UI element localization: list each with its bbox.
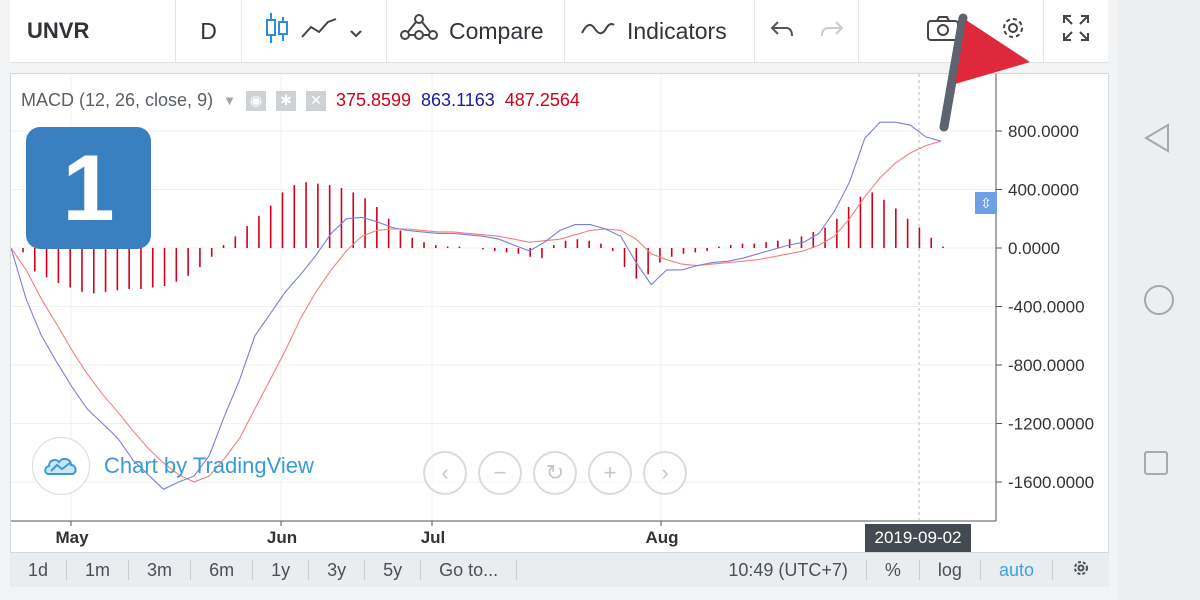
scroll-left-button[interactable]: ‹ — [423, 451, 467, 495]
tradingview-link[interactable]: Chart by TradingView — [104, 453, 314, 478]
y-tick-label: 800.0000 — [1008, 122, 1079, 141]
histogram-value: 375.8599 — [335, 90, 412, 110]
indicators-icon — [581, 18, 615, 45]
percent-toggle[interactable]: % — [867, 560, 920, 580]
range-3m[interactable]: 3m — [129, 560, 192, 580]
interval-button[interactable]: D — [176, 0, 242, 62]
bottom-settings-icon[interactable] — [1053, 558, 1109, 582]
android-nav-bar — [1118, 0, 1200, 600]
indicators-button[interactable]: Indicators — [565, 0, 755, 62]
bottom-toolbar: 1d 1m 3m 6m 1y 3y 5y Go to... 10:49 (UTC… — [10, 553, 1109, 587]
flag-marker-icon — [930, 12, 1040, 142]
range-1y[interactable]: 1y — [253, 560, 310, 580]
chart-type-group — [242, 0, 387, 62]
zoom-in-button[interactable]: + — [588, 451, 632, 495]
toolbar-spacer — [859, 0, 904, 62]
compare-button[interactable]: Compare — [387, 0, 565, 62]
top-toolbar: UNVR D Compare Indicators — [10, 0, 1108, 63]
range-5y[interactable]: 5y — [365, 560, 422, 580]
signal-line — [11, 140, 942, 483]
macd-plot[interactable]: 800.0000 400.0000 0.0000 -400.0000 -800.0000… — [11, 74, 1108, 552]
gear-icon — [998, 13, 1028, 49]
range-1m[interactable]: 1m — [67, 560, 130, 580]
indicator-settings-icon[interactable]: ✱ — [275, 90, 296, 111]
legend-caret-icon[interactable]: ▼ — [223, 93, 236, 108]
app-window: UNVR D Compare Indicators — [10, 0, 1109, 587]
back-triangle-icon[interactable] — [1142, 122, 1174, 159]
symbol-button[interactable]: UNVR — [10, 0, 176, 62]
tradingview-watermark[interactable]: Chart by TradingView — [32, 437, 314, 495]
redo-icon[interactable] — [820, 18, 844, 45]
y-tick-label: -1200.0000 — [1008, 415, 1094, 434]
indicator-name[interactable]: MACD (12, 26, close, 9) — [21, 90, 214, 110]
macd-value: 863.1163 — [421, 90, 495, 110]
signal-value: 487.2564 — [504, 90, 580, 110]
x-tick-label: Jul — [421, 528, 446, 547]
home-circle-icon[interactable] — [1142, 283, 1176, 322]
scroll-right-button[interactable]: › — [643, 451, 687, 495]
candlestick-icon[interactable] — [265, 11, 289, 51]
visibility-eye-icon[interactable]: ◉ — [245, 90, 266, 111]
undo-icon[interactable] — [770, 18, 794, 45]
auto-toggle[interactable]: auto — [981, 560, 1053, 580]
range-3y[interactable]: 3y — [309, 560, 366, 580]
compare-icon — [399, 13, 439, 49]
x-tick-label: May — [55, 528, 89, 547]
indicators-label: Indicators — [627, 17, 727, 44]
crosshair-date-label: 2019-09-02 — [865, 524, 971, 552]
log-toggle[interactable]: log — [920, 560, 981, 580]
range-1d[interactable]: 1d — [10, 560, 68, 580]
line-chart-icon[interactable] — [301, 17, 337, 45]
step-number-badge: 1 — [26, 127, 151, 249]
y-tick-label: -1600.0000 — [1008, 473, 1094, 492]
recents-square-icon[interactable] — [1142, 449, 1170, 482]
y-tick-label: -400.0000 — [1008, 298, 1085, 317]
compare-label: Compare — [449, 17, 544, 44]
remove-indicator-icon[interactable]: ✕ — [305, 90, 326, 111]
y-tick-label: 0.0000 — [1008, 239, 1060, 258]
chevron-down-icon[interactable] — [349, 18, 363, 45]
x-tick-label: Aug — [645, 528, 678, 547]
fullscreen-button[interactable] — [1044, 0, 1108, 62]
undo-redo-group — [755, 0, 859, 62]
chart-pane[interactable]: 800.0000 400.0000 0.0000 -400.0000 -800.0000… — [10, 73, 1109, 553]
x-tick-label: Jun — [267, 528, 297, 547]
macd-line — [11, 121, 942, 490]
pane-collapse-icon[interactable]: ⇳ — [975, 192, 997, 214]
y-tick-label: 400.0000 — [1008, 181, 1079, 200]
tradingview-cloud-icon — [32, 437, 90, 495]
reset-chart-button[interactable]: ↻ — [533, 451, 577, 495]
zoom-out-button[interactable]: − — [478, 451, 522, 495]
indicator-legend: MACD (12, 26, close, 9) ▼ ◉ ✱ ✕ 375.8599… — [21, 90, 580, 111]
goto-button[interactable]: Go to... — [421, 560, 518, 580]
timezone-label[interactable]: 10:49 (UTC+7) — [710, 560, 867, 580]
range-6m[interactable]: 6m — [191, 560, 254, 580]
chart-nav-buttons: ‹ − ↻ + › — [423, 451, 687, 495]
settings-button[interactable] — [982, 0, 1044, 62]
fullscreen-icon — [1062, 14, 1090, 48]
y-tick-label: -800.0000 — [1008, 356, 1085, 375]
